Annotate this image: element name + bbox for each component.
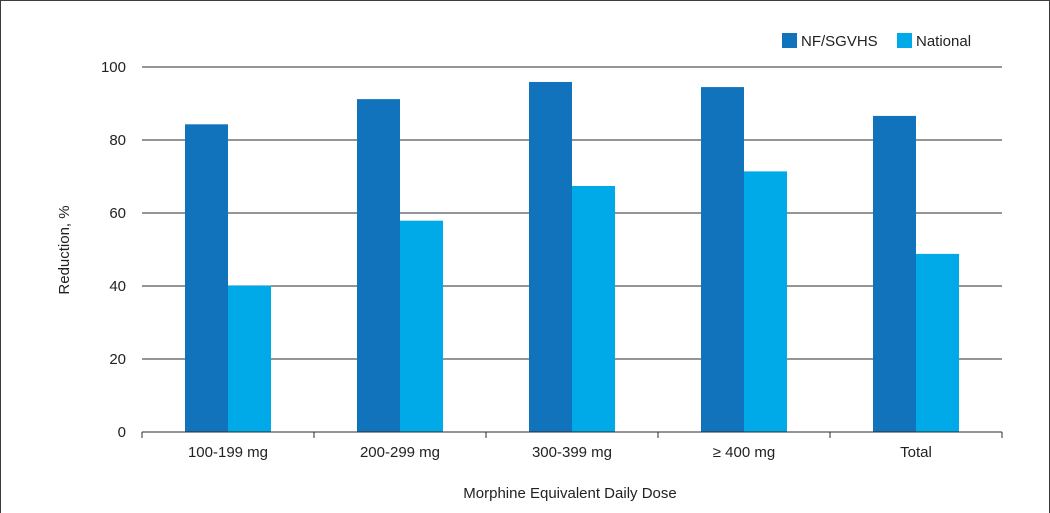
legend-swatch [782,33,797,48]
x-tick-label: 300-399 mg [532,444,612,461]
legend-label: National [916,33,971,50]
legend-label: NF/SGVHS [801,33,878,50]
bar-nf-sgvhs-5 [873,115,916,432]
bar-national-2 [400,220,443,432]
x-axis-ticks: 100-199 mg 200-299 mg 300-399 mg ≥ 400 mg To… [188,444,932,461]
y-tick-label: 20 [109,351,126,368]
y-tick-label: 0 [118,424,126,441]
y-tick-label: 40 [109,278,126,295]
bar-national-5 [916,253,959,432]
y-tick-label: 60 [109,205,126,222]
x-axis-title: Morphine Equivalent Daily Dose [463,485,676,502]
bar-nf-sgvhs-3 [529,81,572,432]
bar-nf-sgvhs-2 [357,99,400,433]
bar-nf-sgvhs-4 [701,87,744,432]
y-axis-ticks: 0 20 40 60 80 100 [101,59,126,441]
y-tick-label: 100 [101,59,126,76]
legend-swatch [897,33,912,48]
bar-national-1 [228,285,271,432]
y-axis-title: Reduction, % [56,205,73,294]
x-axis [141,431,1003,438]
bar-nf-sgvhs-1 [185,124,228,433]
bar-national-3 [572,185,615,432]
y-tick-label: 80 [109,132,126,149]
x-tick-label: ≥ 400 mg [713,444,775,461]
legend: NF/SGVHS National [782,33,971,50]
x-tick-label: 200-299 mg [360,444,440,461]
x-tick-label: Total [900,444,932,461]
bars [185,81,959,433]
x-tick-label: 100-199 mg [188,444,268,461]
bar-national-4 [744,171,787,432]
